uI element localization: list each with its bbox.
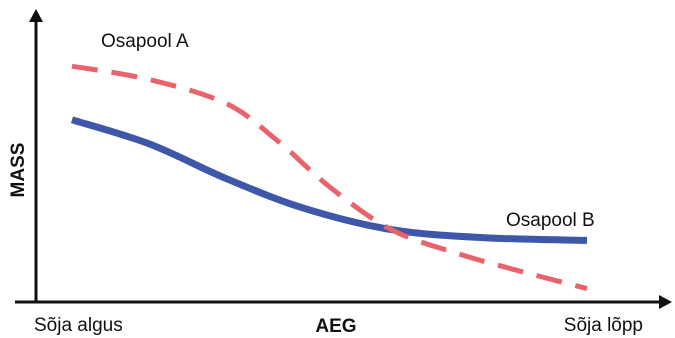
x-axis (15, 295, 672, 309)
series-b-line (70, 116, 588, 244)
x-tick-label-end: Sõja lõpp (564, 315, 643, 336)
x-axis-label: AEG (315, 316, 356, 337)
series-a-label: Osapool A (101, 31, 189, 52)
x-tick-label-start: Sõja algus (34, 315, 123, 336)
y-axis (29, 9, 43, 302)
y-axis-label: MASS (8, 143, 29, 198)
series-layer (70, 63, 588, 292)
series-b-label: Osapool B (506, 210, 595, 231)
series-a-line (71, 63, 588, 292)
